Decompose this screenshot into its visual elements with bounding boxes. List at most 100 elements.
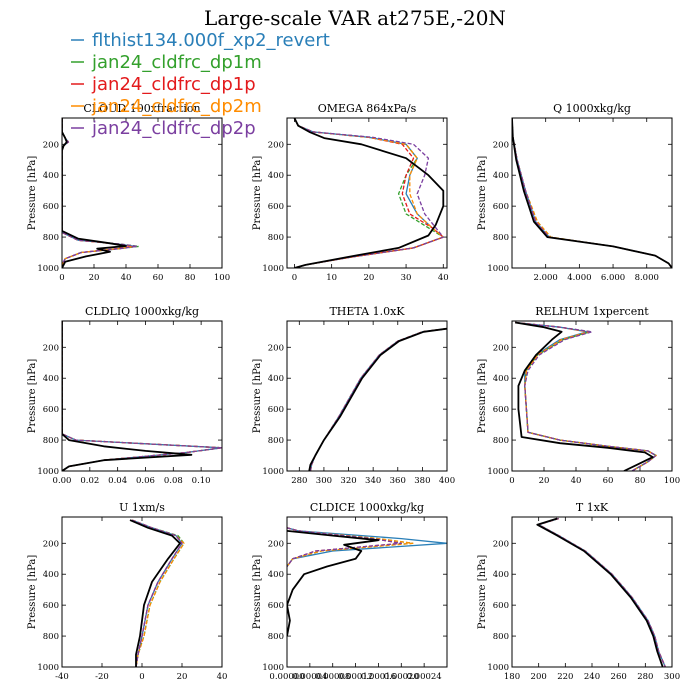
y-axis-label: Pressure [hPa] — [27, 359, 38, 434]
panel-title: CLDLIQ 1000xkg/kg — [85, 305, 199, 318]
series-line-4 — [287, 527, 402, 567]
y-tick-label: 200 — [493, 140, 509, 150]
series-line-5 — [293, 118, 445, 268]
y-tick-label: 200 — [268, 140, 284, 150]
series-line-0 — [309, 328, 447, 471]
series-line-1 — [538, 517, 666, 667]
x-tick-label: 320 — [340, 476, 356, 486]
x-tick-label: 0.10 — [192, 476, 211, 486]
x-tick-label: 0 — [139, 672, 144, 682]
legend-entry: jan24_cldfrc_dp2m — [91, 96, 262, 117]
series-line-5 — [308, 327, 447, 471]
panel-title: T 1xK — [576, 501, 609, 514]
y-tick-label: 800 — [43, 436, 59, 446]
x-tick-label: 0.00024 — [407, 672, 442, 682]
x-tick-label: 40 — [121, 273, 132, 283]
series-group — [515, 321, 657, 471]
legend-entry: flthist134.000f_xp2_revert — [92, 30, 330, 51]
x-tick-label: 360 — [390, 476, 406, 486]
y-tick-label: 1000 — [37, 663, 59, 673]
y-tick-label: 1000 — [262, 467, 284, 477]
x-tick-label: 40 — [571, 476, 582, 486]
x-tick-label: 30 — [401, 273, 412, 283]
y-tick-label: 800 — [43, 233, 59, 243]
plot-frame — [286, 320, 448, 472]
y-axis-label: Pressure [hPa] — [477, 156, 488, 231]
y-tick-label: 400 — [493, 171, 509, 181]
y-tick-label: 400 — [493, 374, 509, 384]
series-group — [129, 519, 185, 667]
x-tick-label: 340 — [365, 476, 381, 486]
x-tick-label: 0.00016 — [361, 672, 396, 682]
series-line-4 — [293, 118, 444, 268]
series-line-2 — [309, 328, 447, 471]
x-tick-label: 240 — [584, 672, 600, 682]
x-tick-label: 0.04 — [108, 476, 127, 486]
panel-title: RELHUM 1xpercent — [535, 305, 649, 318]
series-line-0 — [512, 118, 672, 268]
x-tick-label: 0.02 — [80, 476, 99, 486]
y-tick-label: 600 — [493, 601, 509, 611]
y-axis-label: Pressure [hPa] — [252, 555, 263, 630]
series-line-3 — [62, 321, 222, 471]
plot-frame — [61, 320, 223, 472]
series-line-3 — [309, 328, 447, 471]
y-tick-label: 1000 — [487, 467, 509, 477]
plot-frame — [286, 516, 448, 668]
series-line-1 — [515, 321, 657, 471]
series-line-4 — [131, 519, 183, 667]
x-tick-label: 100 — [214, 273, 230, 283]
plot-frame — [61, 117, 223, 269]
x-tick-label: 80 — [185, 273, 196, 283]
y-tick-label: 800 — [268, 436, 284, 446]
x-tick-label: 20 — [89, 273, 100, 283]
x-tick-label: 180 — [504, 672, 520, 682]
series-line-5 — [62, 321, 193, 471]
chart-title: Large-scale VAR at275E,-20N — [204, 6, 506, 30]
panel-title: Q 1000xkg/kg — [553, 102, 631, 115]
series-line-2 — [538, 517, 666, 667]
series-group — [293, 118, 445, 268]
x-tick-label: 40 — [438, 273, 449, 283]
y-tick-label: 600 — [268, 405, 284, 415]
x-tick-label: -40 — [55, 672, 69, 682]
series-line-3 — [538, 517, 666, 667]
y-tick-label: 400 — [268, 374, 284, 384]
y-tick-label: 200 — [268, 343, 284, 353]
x-tick-label: 0.08 — [164, 476, 183, 486]
series-line-3 — [131, 519, 185, 667]
x-tick-label: 0.00000 — [269, 672, 304, 682]
y-tick-label: 1000 — [37, 264, 59, 274]
y-tick-label: 800 — [493, 233, 509, 243]
panel-title: OMEGA 864xPa/s — [318, 102, 417, 115]
y-tick-label: 800 — [43, 632, 59, 642]
x-tick-label: 100 — [664, 476, 680, 486]
y-tick-label: 400 — [268, 171, 284, 181]
x-tick-label: 0 — [59, 273, 64, 283]
x-tick-label: 80 — [635, 476, 646, 486]
x-tick-label: 4.000 — [567, 273, 591, 283]
y-tick-label: 600 — [493, 405, 509, 415]
series-group — [62, 321, 222, 471]
series-line-4 — [515, 321, 657, 471]
y-tick-label: 1000 — [262, 264, 284, 274]
x-tick-label: 20 — [177, 672, 188, 682]
y-tick-label: 600 — [268, 202, 284, 212]
y-tick-label: 200 — [43, 343, 59, 353]
y-tick-label: 400 — [43, 374, 59, 384]
plot-frame — [511, 117, 673, 269]
x-tick-label: 380 — [414, 476, 430, 486]
x-tick-label: 10 — [326, 273, 337, 283]
x-tick-label: 0.00 — [53, 476, 72, 486]
y-tick-label: 1000 — [487, 663, 509, 673]
y-tick-label: 400 — [493, 570, 509, 580]
x-tick-label: 2.000 — [534, 273, 558, 283]
panel-7: CLDICE 1000xkg/kg Pressure [hPa] 200 400 600… — [252, 501, 448, 682]
x-tick-label: 6.000 — [601, 273, 625, 283]
series-line-0 — [62, 321, 222, 471]
x-tick-label: 400 — [439, 476, 455, 486]
x-tick-label: 220 — [557, 672, 573, 682]
